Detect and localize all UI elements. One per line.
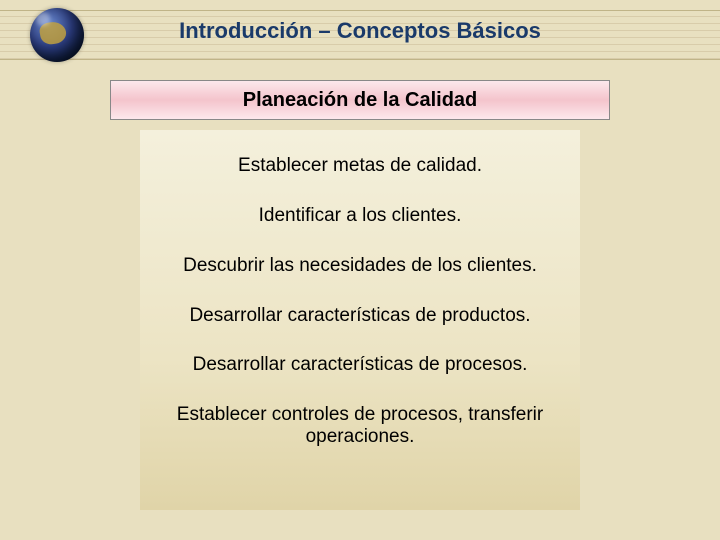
step-item: Descubrir las necesidades de los cliente… — [140, 255, 580, 277]
page-title: Introducción – Conceptos Básicos — [0, 18, 720, 44]
step-item: Establecer metas de calidad. — [140, 155, 580, 177]
step-item: Identificar a los clientes. — [140, 205, 580, 227]
steps-list: Establecer metas de calidad. Identificar… — [140, 155, 580, 476]
subtitle-text: Planeación de la Calidad — [243, 89, 478, 112]
step-item: Establecer controles de procesos, transf… — [140, 404, 580, 448]
step-item: Desarrollar características de productos… — [140, 305, 580, 327]
subtitle-box: Planeación de la Calidad — [110, 80, 610, 120]
step-item: Desarrollar características de procesos. — [140, 354, 580, 376]
